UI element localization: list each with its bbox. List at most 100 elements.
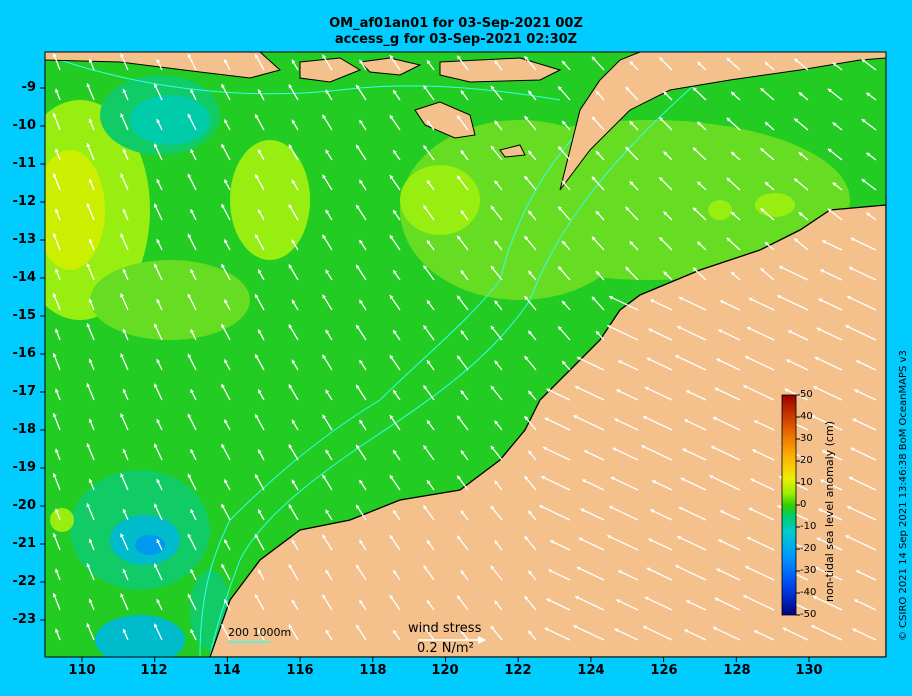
wind-arrow-head [224, 359, 228, 364]
wind-arrow-head [720, 300, 725, 304]
y-tick-label: -15 [12, 308, 37, 323]
wind-arrow-head [457, 535, 461, 540]
wind-arrow-head [288, 264, 293, 269]
wind-arrow-head [528, 270, 533, 275]
wind-arrow-head [866, 92, 871, 97]
wind-arrow-head [291, 479, 296, 484]
wind-arrow-head [832, 122, 837, 127]
wind-arrow-head [848, 476, 853, 481]
colorbar-tick-label: -40 [800, 587, 817, 598]
wind-arrow-head [524, 356, 529, 361]
wind-arrow-head [845, 325, 850, 329]
colorbar-tick-label: -20 [800, 543, 817, 554]
wind-arrow-head [847, 505, 851, 510]
wind-arrow-head [88, 598, 93, 603]
wind-arrow [678, 296, 707, 311]
wind-arrow-head [190, 509, 194, 514]
x-tick-label: 120 [431, 663, 459, 678]
wind-arrow-head [693, 87, 697, 92]
wind-arrow-head [827, 88, 832, 93]
wind-arrow [675, 564, 707, 581]
wind-arrow-head [427, 360, 431, 365]
wind-arrow [539, 504, 571, 521]
wind-arrow-head [122, 389, 127, 393]
wind-arrow-head [389, 475, 394, 480]
wind-arrow-head [325, 329, 330, 334]
wind-arrow-head [490, 625, 495, 630]
wind-arrow-head [726, 177, 731, 182]
wind-arrow-head [120, 413, 124, 418]
wind-arrow-head [156, 359, 161, 364]
wind-stress-label: wind stress [408, 621, 482, 636]
wind-arrow-head [827, 148, 832, 153]
wind-arrow-head [693, 147, 697, 152]
wind-arrow-head [120, 473, 124, 478]
wind-arrow-head [255, 174, 259, 179]
wind-arrow-head [675, 565, 680, 569]
colorbar-tick-label: -30 [800, 565, 817, 576]
wind-arrow-head [576, 356, 581, 361]
wind-arrow-head [423, 505, 428, 510]
wind-arrow-head [629, 241, 634, 246]
wind-arrow-head [393, 390, 397, 395]
wind-arrow-head [190, 209, 194, 214]
wind-arrow-head [490, 205, 495, 210]
wind-arrow [573, 624, 605, 641]
wind-arrow-head [393, 510, 397, 515]
wind-arrow-head [748, 297, 753, 302]
wind-arrow [850, 237, 877, 251]
wind-arrow-head [122, 149, 127, 153]
wind-arrow-head [720, 510, 725, 514]
wind-arrow [846, 295, 877, 311]
wind-arrow [814, 566, 843, 581]
wind-arrow [820, 479, 843, 491]
timor-island [559, 52, 886, 191]
wind-arrow-head [697, 61, 702, 66]
wind-arrow-head [750, 478, 755, 483]
wind-arrow [574, 385, 605, 401]
wind-arrow [743, 594, 775, 611]
wind-arrow-head [221, 264, 225, 269]
wind-arrow-head [562, 120, 566, 125]
java-island [45, 52, 282, 79]
wind-arrow-head [610, 476, 615, 481]
wind-arrow-head [625, 87, 630, 91]
wind-arrow-head [595, 331, 600, 335]
wind-arrow-head [457, 115, 461, 120]
wind-arrow-head [541, 475, 545, 480]
wind-arrow-head [813, 595, 817, 600]
wind-arrow-head [726, 237, 731, 242]
wind-arrow [716, 358, 741, 371]
wind-arrow-head [856, 360, 861, 364]
wind-arrow-head [356, 444, 360, 449]
wind-arrow-head [156, 599, 161, 604]
wind-arrow-head [726, 117, 731, 122]
y-tick-label: -22 [12, 574, 37, 589]
wind-arrow-head [389, 235, 394, 240]
wind-arrow-head [798, 92, 803, 97]
wind-arrow-head [731, 91, 736, 96]
wind-arrow-head [711, 445, 715, 450]
wind-arrow-head [255, 594, 259, 599]
wind-arrow-head [52, 473, 57, 478]
wind-arrow-head [616, 599, 621, 604]
wind-arrow-head [659, 117, 664, 122]
wind-arrow-head [389, 295, 394, 300]
wind-arrow-head [786, 359, 791, 364]
wind-arrow-head [582, 479, 587, 484]
y-tick-label: -14 [12, 270, 37, 285]
wind-arrow-head [322, 534, 327, 539]
wind-arrow-head [423, 205, 428, 210]
map-area [45, 52, 886, 657]
wind-arrow-head [558, 146, 562, 151]
wind-arrow-head [777, 505, 782, 509]
wind-arrow [752, 449, 775, 461]
wind-arrow-head [255, 414, 259, 419]
y-tick-label: -10 [12, 118, 37, 133]
wind-arrow-head [423, 325, 428, 330]
wind-arrow [676, 325, 707, 341]
wind-arrow-head [325, 209, 330, 214]
wind-arrow-head [224, 479, 228, 484]
wind-arrow-head [650, 509, 655, 514]
wind-arrow-head [811, 415, 816, 419]
